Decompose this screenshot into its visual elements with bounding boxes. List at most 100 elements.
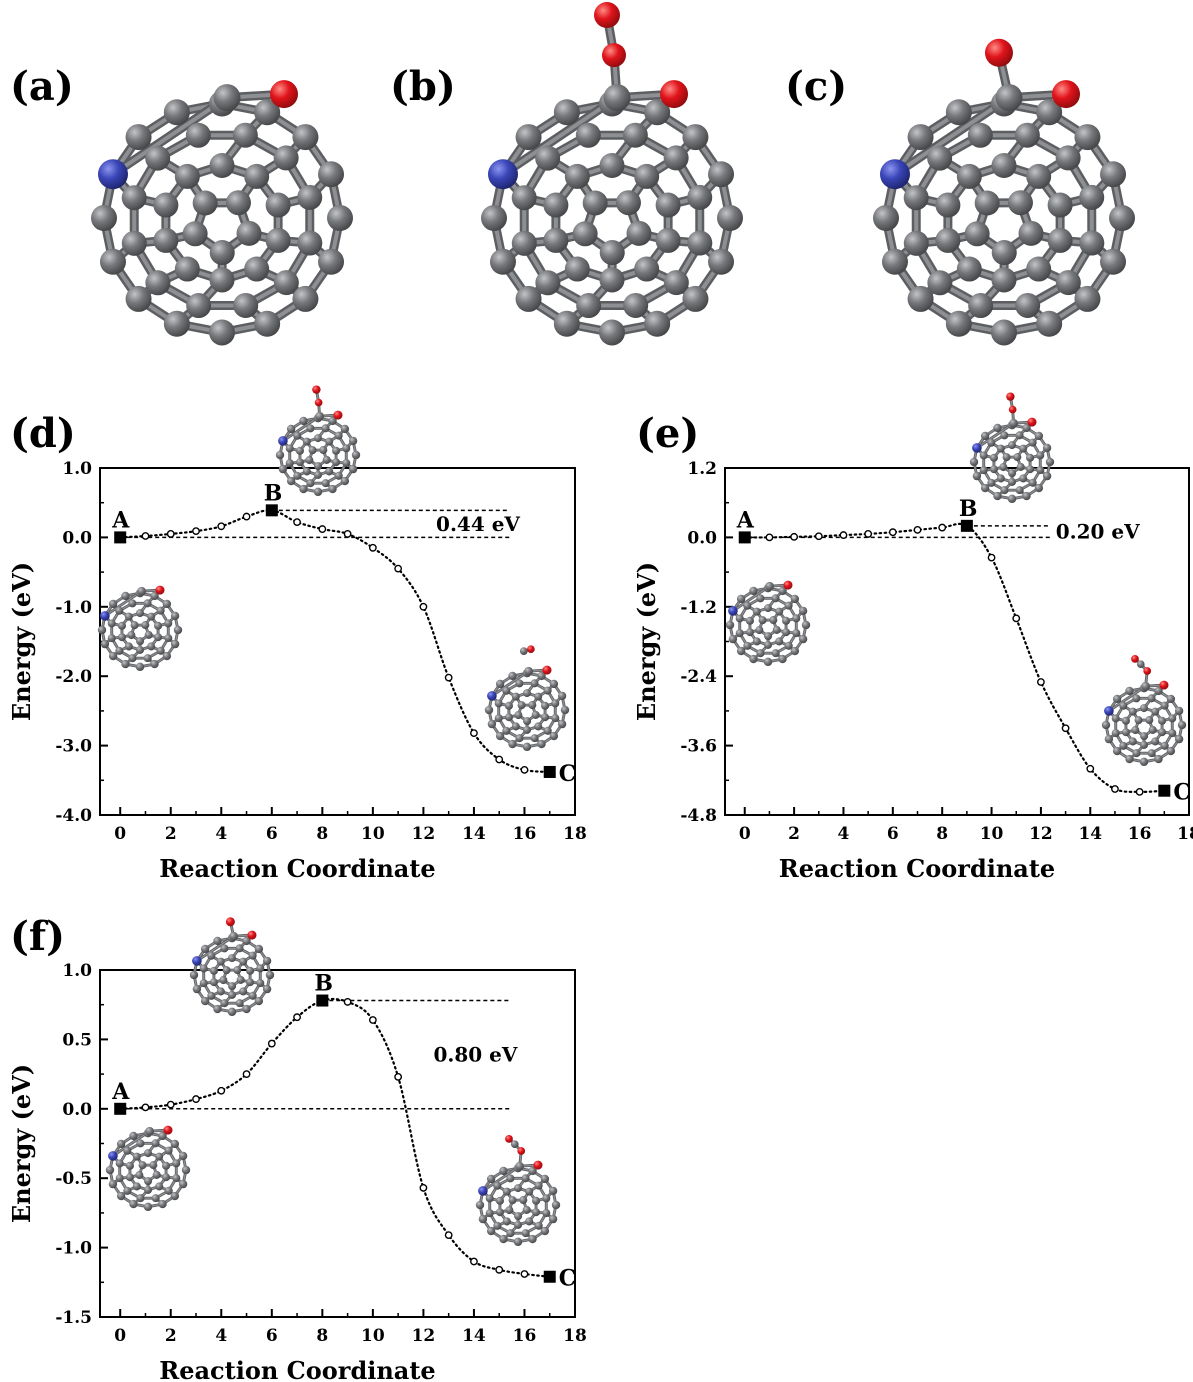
x-tick-label: 6 [266,1326,278,1346]
x-tick-label: 18 [563,824,587,844]
state-marker-c [543,1270,556,1283]
y-tick-label: -1.0 [55,1239,92,1259]
y-tick-label: 0.5 [62,1030,92,1050]
barrier-label: 0.80 eV [434,1043,518,1067]
y-tick-label: -4.0 [55,806,92,826]
data-point [1086,764,1095,773]
data-point [419,602,428,611]
x-tick-label: 2 [165,1326,177,1346]
energy-chart-f: 0 2 4 6 8 10 12 14 16 18 1.0 0.5 0.0 -0.5 -1.0 -1.5 Reac… [7,961,587,1382]
data-point [141,1103,150,1112]
data-point [444,673,453,682]
inset-structures [97,385,1187,1247]
data-point [293,518,301,527]
x-tick-label: 14 [1078,824,1102,844]
data-point [267,1039,276,1048]
data-point [318,525,327,533]
y-tick-label: 0.0 [687,528,717,548]
fullerene-structure-c [873,38,1135,346]
inset-structure [97,585,183,672]
data-point [790,532,799,541]
data-point [1111,785,1119,793]
state-label-c: C [559,1266,577,1292]
data-point [938,523,947,532]
state-marker-a [738,531,751,544]
x-axis-title: Reaction Coordinate [159,854,435,883]
x-tick-label: 12 [412,1326,436,1346]
data-point [839,531,848,539]
data-point [1012,614,1021,623]
panel-label-f: (f) [10,913,65,960]
data-point [242,512,251,521]
inset-structure [1101,655,1187,767]
data-point [864,530,873,538]
x-tick-label: 8 [316,1326,328,1346]
state-label-a: A [111,1079,130,1105]
x-tick-label: 2 [165,824,177,844]
state-marker-a [114,531,127,544]
panel-label-a: (a) [10,63,74,110]
x-tick-label: 16 [1128,824,1152,844]
data-point [343,530,352,538]
panel-label-e: (e) [636,410,699,457]
data-point [1061,724,1070,733]
y-axis-title: Energy (eV) [7,562,36,721]
x-tick-label: 16 [513,1326,537,1346]
inset-structure [189,917,275,1017]
data-point [192,1095,200,1103]
state-marker-a [114,1102,127,1115]
data-point [217,522,226,531]
data-point [394,1072,403,1081]
y-tick-label: -1.2 [680,598,717,618]
barrier-label: 0.44 eV [436,512,520,536]
x-tick-label: 4 [215,1326,227,1346]
state-label-b: B [264,480,283,506]
data-point [394,564,403,573]
fullerene-structure-b [481,2,743,346]
barrier-label: 0.20 eV [1056,520,1140,544]
x-tick-label: 0 [114,824,126,844]
x-tick-label: 8 [936,824,948,844]
y-tick-label: -1.5 [55,1308,92,1328]
data-point [470,729,478,738]
y-tick-label: 0.0 [62,528,92,548]
y-tick-label: -0.5 [55,1169,92,1189]
data-point [495,755,504,764]
x-axis-title: Reaction Coordinate [779,854,1055,883]
panel-label-d: (d) [10,410,76,457]
data-point [166,530,175,538]
energy-chart-d: 0 2 4 6 8 10 12 14 16 18 1.0 0.0 -1.0 -2.0 -3.0 -4.0 Rea… [7,459,587,883]
y-tick-label: -3.6 [680,737,717,757]
x-tick-label: 0 [739,824,751,844]
y-tick-label: -2.0 [55,667,92,687]
data-point [913,525,922,534]
x-tick-label: 8 [316,824,328,844]
x-tick-label: 12 [412,824,436,844]
state-marker-c [1158,784,1171,797]
data-point [343,998,352,1006]
data-point [217,1086,226,1095]
inset-structure [275,385,361,497]
x-tick-label: 10 [980,824,1004,844]
state-marker-b [960,519,973,532]
energy-curve [743,522,1166,794]
state-marker-b [265,504,278,517]
x-tick-label: 12 [1029,824,1053,844]
state-marker-c [543,765,556,778]
state-marker-b [316,994,329,1007]
x-tick-label: 2 [788,824,800,844]
inset-structure [105,1125,191,1212]
data-point [987,553,996,562]
inset-structure [725,580,811,667]
x-tick-label: 10 [361,1326,385,1346]
x-tick-label: 18 [1177,824,1193,844]
y-tick-label: -4.8 [680,806,717,826]
y-tick-label: 1.0 [62,961,92,981]
x-tick-label: 18 [563,1326,587,1346]
data-point [166,1100,175,1109]
y-tick-label: 1.2 [687,459,717,479]
x-tick-label: 14 [462,1326,486,1346]
data-point [1037,678,1045,686]
state-label-b: B [959,496,978,522]
x-tick-label: 0 [114,1326,126,1346]
